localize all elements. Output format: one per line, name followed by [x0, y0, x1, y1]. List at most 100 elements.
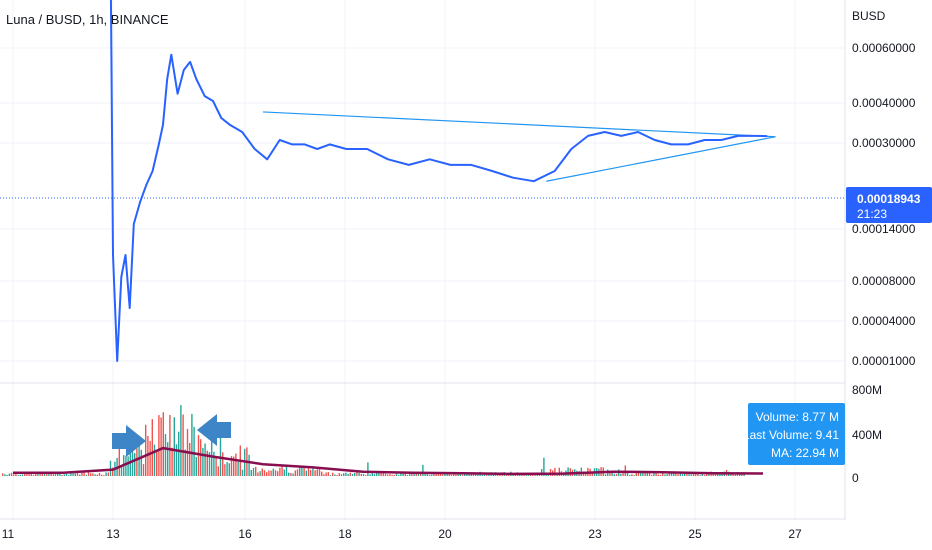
time-tick: 23: [588, 527, 602, 541]
volume-bar: [651, 474, 653, 476]
volume-bar: [125, 455, 127, 476]
volume-bar: [615, 474, 618, 476]
volume-bar: [30, 472, 32, 476]
volume-bar: [670, 473, 673, 476]
volume-bar: [512, 475, 514, 476]
volume-bar: [32, 474, 35, 476]
volume-bar: [279, 467, 281, 476]
price-axis-unit: BUSD: [852, 9, 886, 23]
volume-bar: [316, 469, 318, 476]
volume-bar: [488, 474, 490, 476]
volume-bar: [189, 443, 191, 476]
volume-bar: [332, 472, 334, 476]
volume-bar: [268, 470, 270, 476]
volume-bar: [450, 474, 453, 476]
volume-bar: [633, 475, 635, 476]
volume-bar: [173, 417, 175, 476]
volume-bar: [299, 466, 301, 476]
volume-bar: [345, 472, 347, 476]
time-tick: 27: [788, 527, 802, 541]
volume-bar: [662, 471, 664, 476]
volume-bar: [739, 474, 741, 476]
volume-bar: [699, 475, 701, 476]
volume-bar: [402, 472, 404, 476]
volume-bar: [68, 475, 70, 476]
volume-bar: [635, 472, 637, 476]
volume-bar: [554, 467, 556, 476]
volume-bar: [255, 466, 257, 476]
time-tick: 11: [2, 527, 15, 541]
volume-tick: 0: [852, 471, 859, 485]
volume-bar: [193, 426, 195, 476]
volume-bar: [732, 473, 734, 476]
volume-bar: [481, 475, 483, 476]
volume-bar: [387, 474, 389, 476]
volume-bar: [81, 472, 83, 476]
volume-bar: [411, 472, 413, 476]
volume-bar: [10, 472, 13, 476]
volume-bar: [453, 474, 455, 476]
volume-bar: [85, 474, 87, 476]
volume-bar: [74, 473, 76, 476]
volume-bar: [112, 467, 114, 476]
volume-bar: [468, 474, 470, 476]
volume-bar: [644, 472, 646, 476]
price-tick: 0.00004000: [852, 314, 916, 328]
volume-bar: [378, 473, 380, 476]
volume-bar: [178, 431, 180, 476]
volume-bar: [444, 474, 446, 476]
volume-bar: [21, 474, 24, 476]
volume-bar: [217, 466, 219, 476]
volume-bar: [167, 442, 169, 476]
volume-bar: [171, 447, 173, 476]
volume-bar: [65, 472, 68, 476]
volume-bar: [428, 474, 431, 476]
volume-bar: [233, 456, 235, 476]
volume-bar: [160, 417, 162, 476]
volume-bar: [734, 474, 736, 476]
volume-bar: [640, 472, 642, 476]
volume-bar: [79, 474, 81, 476]
price-tick: 0.00040000: [852, 96, 916, 110]
volume-bar: [257, 472, 259, 476]
trendline-lower[interactable]: [546, 136, 776, 182]
volume-bar: [96, 474, 98, 476]
volume-bar: [712, 474, 714, 476]
volume-bar: [688, 472, 690, 476]
volume-bar: [362, 474, 365, 476]
volume-bar: [323, 474, 325, 476]
volume-bar: [637, 471, 640, 476]
volume-bar: [230, 456, 233, 476]
volume-bar: [294, 470, 296, 476]
time-tick: 20: [438, 527, 452, 541]
volume-bar: [28, 473, 30, 476]
volume-bar: [202, 448, 204, 476]
volume-bar: [611, 472, 613, 476]
volume-bar: [622, 473, 624, 476]
volume-bar: [703, 474, 706, 476]
volume-bar: [426, 474, 428, 476]
volume-bar: [4, 474, 6, 476]
volume-bar: [373, 474, 376, 476]
volume-bar: [197, 435, 200, 476]
volume-bar: [391, 474, 393, 476]
volume-bar: [376, 472, 378, 476]
price-tick: 0.00001000: [852, 354, 916, 368]
volume-tick: 400M: [852, 428, 882, 442]
volume-bar: [149, 440, 151, 476]
volume-bar: [657, 474, 659, 476]
volume-bar: [151, 419, 153, 476]
volume-bar: [127, 456, 129, 476]
volume-bar: [558, 467, 560, 476]
trendline-upper[interactable]: [262, 111, 776, 138]
volume-bar: [63, 474, 65, 476]
volume-bar: [206, 450, 208, 476]
volume-bar: [94, 474, 96, 476]
volume-bar: [136, 448, 138, 476]
volume-bar: [631, 474, 633, 476]
volume-bar: [184, 449, 186, 476]
volume-bar: [281, 465, 283, 476]
volume-bar: [303, 465, 305, 476]
volume-bar: [61, 475, 63, 476]
